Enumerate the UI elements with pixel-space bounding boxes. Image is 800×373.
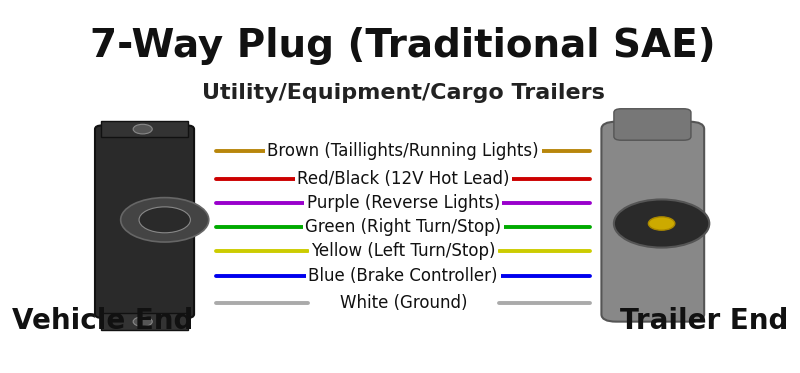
- Text: Vehicle End: Vehicle End: [12, 307, 193, 335]
- Text: Red/Black (12V Hot Lead): Red/Black (12V Hot Lead): [297, 170, 510, 188]
- Text: Brown (Taillights/Running Lights): Brown (Taillights/Running Lights): [267, 142, 539, 160]
- Circle shape: [139, 207, 190, 233]
- FancyBboxPatch shape: [95, 125, 194, 318]
- Circle shape: [133, 317, 152, 326]
- Text: Yellow (Left Turn/Stop): Yellow (Left Turn/Stop): [311, 242, 495, 260]
- Text: Blue (Brake Controller): Blue (Brake Controller): [309, 267, 498, 285]
- Text: Trailer End: Trailer End: [620, 307, 788, 335]
- Text: Utility/Equipment/Cargo Trailers: Utility/Equipment/Cargo Trailers: [202, 83, 605, 103]
- Circle shape: [121, 198, 209, 242]
- Text: White (Ground): White (Ground): [339, 294, 467, 312]
- FancyBboxPatch shape: [614, 109, 691, 140]
- Circle shape: [133, 124, 152, 134]
- Text: Green (Right Turn/Stop): Green (Right Turn/Stop): [305, 218, 502, 236]
- FancyBboxPatch shape: [101, 121, 188, 137]
- Circle shape: [614, 200, 710, 248]
- FancyBboxPatch shape: [101, 313, 188, 330]
- Circle shape: [648, 217, 675, 230]
- Text: Purple (Reverse Lights): Purple (Reverse Lights): [306, 194, 500, 212]
- Text: 7-Way Plug (Traditional SAE): 7-Way Plug (Traditional SAE): [90, 27, 716, 65]
- FancyBboxPatch shape: [602, 122, 704, 322]
